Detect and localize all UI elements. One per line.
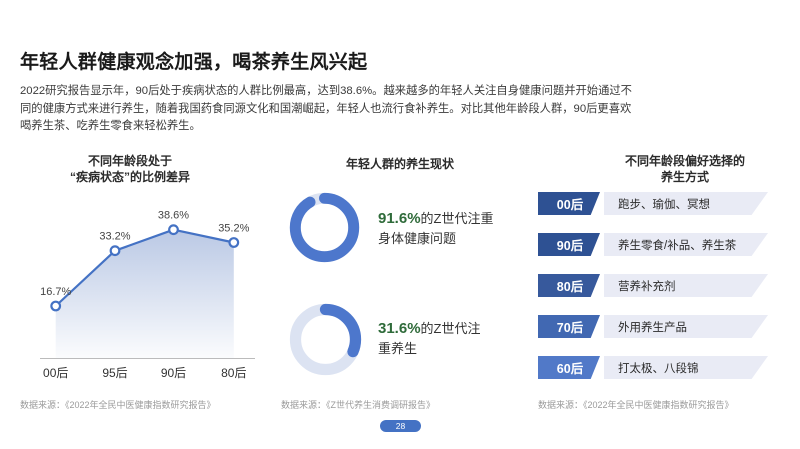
svg-text:90后: 90后 [161,366,186,380]
svg-text:95后: 95后 [102,366,127,380]
svg-text:38.6%: 38.6% [158,210,189,222]
svg-text:00后: 00后 [43,366,68,380]
svg-text:33.2%: 33.2% [99,231,130,243]
svg-text:16.7%: 16.7% [40,286,71,298]
svg-text:35.2%: 35.2% [218,222,249,234]
svg-text:80后: 80后 [221,366,246,380]
